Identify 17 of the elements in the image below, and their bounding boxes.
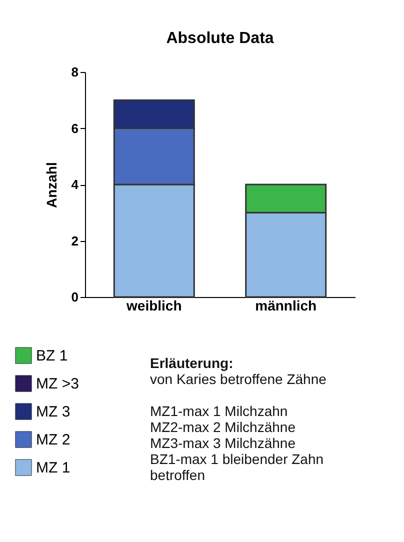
chart-title: Absolute Data bbox=[166, 30, 274, 47]
y-tick-label: 6 bbox=[71, 120, 78, 136]
y-axis-title: Anzahl bbox=[43, 162, 60, 208]
x-tick-label: weiblich bbox=[126, 298, 182, 314]
legend-label: MZ >3 bbox=[36, 376, 79, 392]
text: von Karies betroffene Zähne bbox=[150, 371, 327, 387]
legend-label: MZ 2 bbox=[36, 432, 70, 448]
legend-label: MZ 3 bbox=[36, 404, 70, 420]
text: MZ1-max 1 Milchzahn MZ2-max 2 Milchzähne MZ3-max 3 Milchzähne BZ1-max 1 bleibender Zahn betroffen bbox=[150, 403, 324, 483]
y-tick-label: 2 bbox=[71, 233, 78, 248]
x-tick-label: männlich bbox=[255, 298, 317, 314]
y-tick-label: 0 bbox=[71, 290, 78, 304]
text: Erläuterung: bbox=[150, 355, 234, 371]
legend-label: MZ 1 bbox=[36, 460, 70, 476]
y-tick-label: 8 bbox=[71, 64, 78, 80]
legend-label: BZ 1 bbox=[36, 348, 68, 364]
y-tick-label: 4 bbox=[71, 177, 80, 192]
